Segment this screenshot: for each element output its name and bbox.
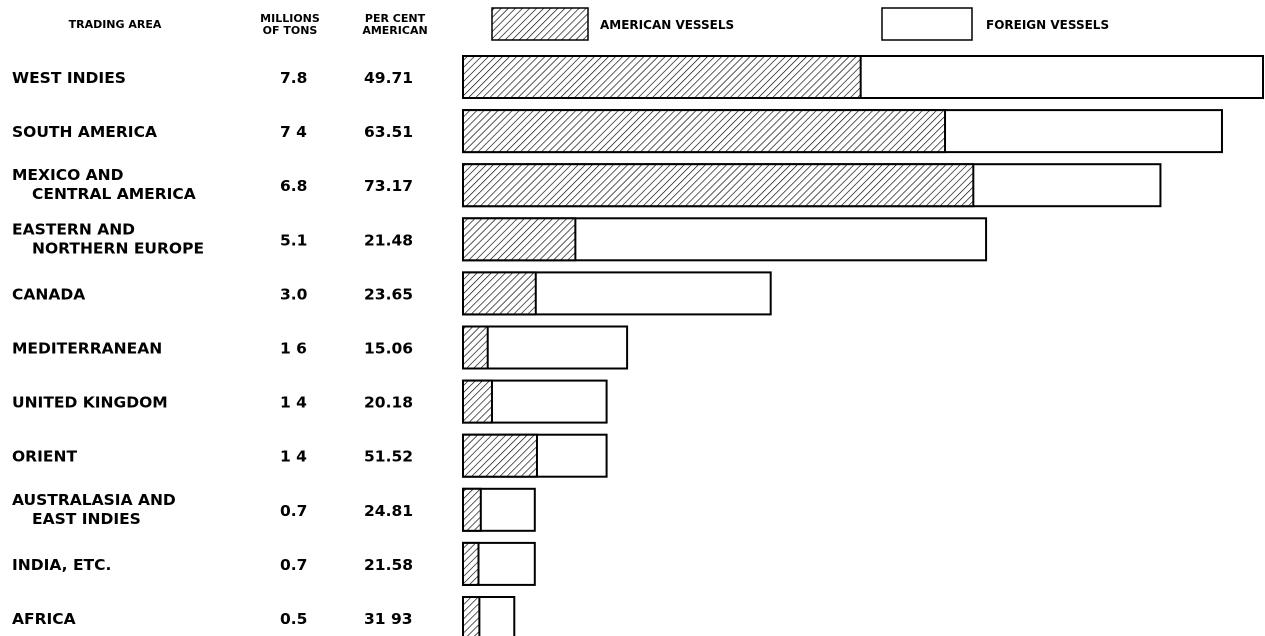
percent-american-value: 51.52 xyxy=(364,448,413,466)
category-label: INDIA, ETC. xyxy=(12,556,111,574)
tons-value: 0.7 xyxy=(280,556,307,574)
category-label: CANADA xyxy=(12,285,85,303)
bar-american xyxy=(462,596,481,636)
percent-american-value: 73.17 xyxy=(364,177,413,195)
legend-label-foreign: FOREIGN VESSELS xyxy=(986,18,1109,32)
category-label: MEDITERRANEAN xyxy=(12,340,162,358)
bar-american xyxy=(462,217,577,262)
category-label: AUSTRALASIA AND xyxy=(12,491,176,509)
tons-value: 0.7 xyxy=(280,502,307,520)
category-label: NORTHERN EUROPE xyxy=(32,239,204,257)
percent-american-value: 49.71 xyxy=(364,69,413,87)
category-label: EAST INDIES xyxy=(32,510,141,528)
header-percent-line1: PER CENT xyxy=(365,12,426,25)
percent-american-value: 23.65 xyxy=(364,285,413,303)
percent-american-value: 63.51 xyxy=(364,123,413,141)
tons-value: 6.8 xyxy=(280,177,307,195)
legend-label-american: AMERICAN VESSELS xyxy=(600,18,734,32)
header-tons-line1: MILLIONS xyxy=(260,12,320,25)
header-tons-line2: OF TONS xyxy=(263,24,318,37)
percent-american-value: 24.81 xyxy=(364,502,413,520)
bar-foreign xyxy=(462,325,629,370)
tons-value: 1 6 xyxy=(280,340,307,358)
percent-american-value: 15.06 xyxy=(364,340,413,358)
legend-swatch-american xyxy=(491,7,589,41)
category-label: UNITED KINGDOM xyxy=(12,394,168,412)
category-label: SOUTH AMERICA xyxy=(12,123,157,141)
bar-american xyxy=(462,433,538,478)
percent-american-value: 31 93 xyxy=(364,610,413,628)
tons-value: 5.1 xyxy=(280,231,307,249)
category-label: AFRICA xyxy=(12,610,76,628)
bar-american xyxy=(462,55,862,99)
tons-value: 0.5 xyxy=(280,610,307,628)
tons-value: 7.8 xyxy=(280,69,307,87)
bar-american xyxy=(462,109,947,154)
category-label: WEST INDIES xyxy=(12,69,126,87)
tons-value: 7 4 xyxy=(280,123,307,141)
percent-american-value: 21.48 xyxy=(364,231,413,249)
tons-value: 3.0 xyxy=(280,285,308,303)
bar-american xyxy=(462,163,975,208)
category-label: CENTRAL AMERICA xyxy=(32,185,196,203)
legend-swatch-foreign xyxy=(881,7,973,41)
bar-american xyxy=(462,325,489,370)
bar-american xyxy=(462,487,482,532)
category-label: EASTERN AND xyxy=(12,220,135,238)
tons-value: 1 4 xyxy=(280,394,307,412)
bar-american xyxy=(462,379,493,424)
bar-american xyxy=(462,271,537,316)
header-trading-area: TRADING AREA xyxy=(69,18,162,31)
chart-rows: WEST INDIES 7.8 49.71 SOUTH AMERICA 7 4 63.51… xyxy=(12,55,1264,636)
percent-american-value: 20.18 xyxy=(364,394,413,412)
percent-american-value: 21.58 xyxy=(364,556,413,574)
tons-value: 1 4 xyxy=(280,448,307,466)
category-label: MEXICO AND xyxy=(12,166,124,184)
header-percent-line2: AMERICAN xyxy=(362,24,427,37)
bar-american xyxy=(462,541,480,586)
category-label: ORIENT xyxy=(12,448,77,466)
